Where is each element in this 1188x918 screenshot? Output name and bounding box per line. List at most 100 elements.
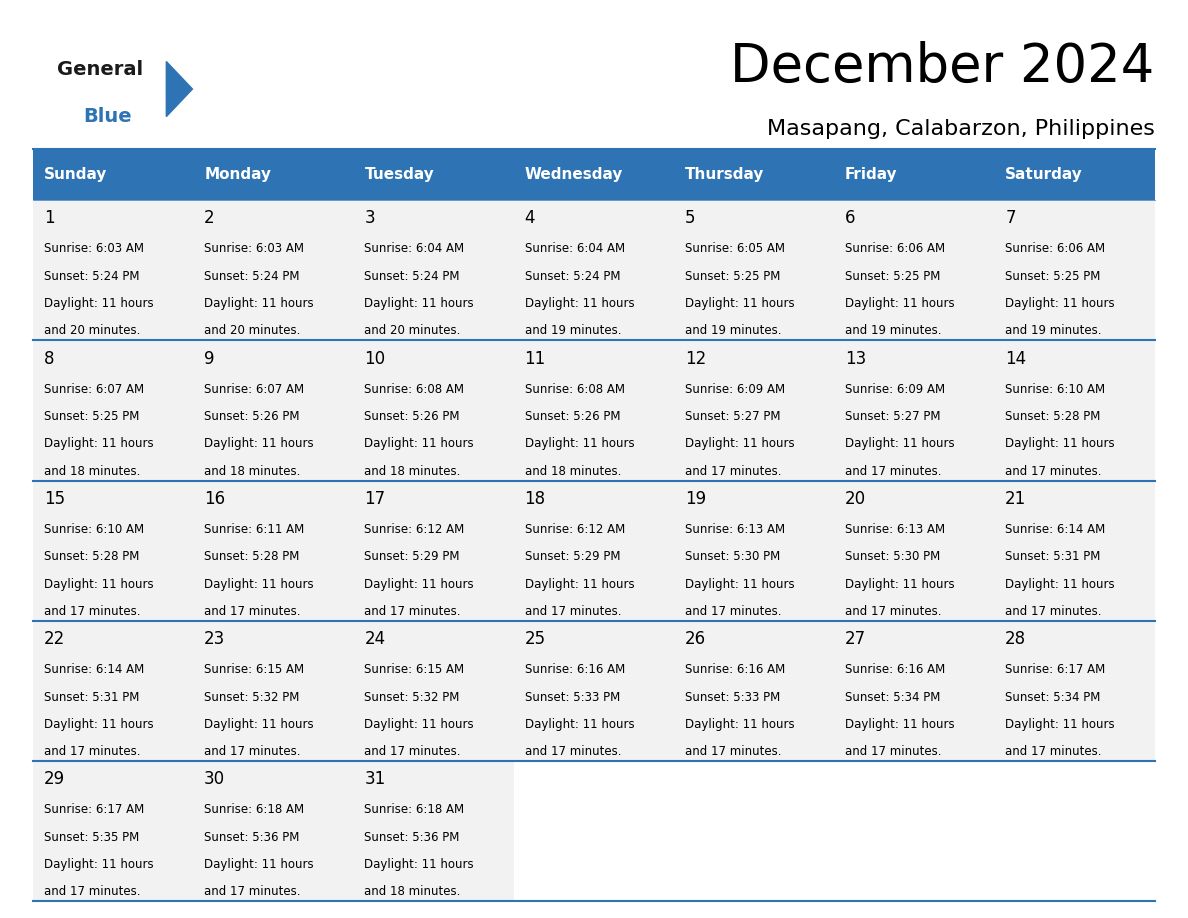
Text: and 17 minutes.: and 17 minutes.	[44, 886, 140, 899]
Text: 25: 25	[525, 630, 545, 648]
Text: Daylight: 11 hours: Daylight: 11 hours	[525, 718, 634, 731]
Text: Sunrise: 6:14 AM: Sunrise: 6:14 AM	[44, 663, 144, 677]
Text: 6: 6	[845, 209, 855, 228]
Text: Thursday: Thursday	[684, 167, 764, 182]
Text: Sunrise: 6:17 AM: Sunrise: 6:17 AM	[1005, 663, 1106, 677]
Text: Sunset: 5:29 PM: Sunset: 5:29 PM	[525, 550, 620, 564]
Text: Sunrise: 6:14 AM: Sunrise: 6:14 AM	[1005, 523, 1106, 536]
Bar	[834, 621, 994, 761]
Text: Daylight: 11 hours: Daylight: 11 hours	[684, 437, 795, 451]
Text: Sunset: 5:25 PM: Sunset: 5:25 PM	[845, 270, 941, 283]
Text: 23: 23	[204, 630, 226, 648]
Text: 22: 22	[44, 630, 65, 648]
Text: 18: 18	[525, 490, 545, 508]
Text: Tuesday: Tuesday	[365, 167, 434, 182]
Text: Sunset: 5:24 PM: Sunset: 5:24 PM	[44, 270, 139, 283]
Text: Daylight: 11 hours: Daylight: 11 hours	[845, 437, 955, 451]
Text: and 20 minutes.: and 20 minutes.	[204, 324, 301, 338]
Text: Sunset: 5:26 PM: Sunset: 5:26 PM	[204, 410, 299, 423]
Text: Sunset: 5:24 PM: Sunset: 5:24 PM	[365, 270, 460, 283]
Text: 31: 31	[365, 770, 386, 789]
Text: and 17 minutes.: and 17 minutes.	[204, 745, 301, 758]
Text: Sunset: 5:25 PM: Sunset: 5:25 PM	[1005, 270, 1100, 283]
Text: Sunrise: 6:03 AM: Sunrise: 6:03 AM	[204, 242, 304, 255]
Text: Daylight: 11 hours: Daylight: 11 hours	[845, 718, 955, 731]
Text: 5: 5	[684, 209, 695, 228]
Text: 14: 14	[1005, 350, 1026, 367]
Text: Sunset: 5:36 PM: Sunset: 5:36 PM	[204, 831, 299, 844]
Bar	[514, 149, 674, 200]
Text: Daylight: 11 hours: Daylight: 11 hours	[44, 577, 153, 590]
Bar	[994, 621, 1155, 761]
Bar	[994, 149, 1155, 200]
Text: Sunset: 5:32 PM: Sunset: 5:32 PM	[204, 690, 299, 703]
Text: Daylight: 11 hours: Daylight: 11 hours	[44, 297, 153, 310]
Bar	[674, 761, 834, 901]
Text: Sunrise: 6:11 AM: Sunrise: 6:11 AM	[204, 523, 304, 536]
Text: 26: 26	[684, 630, 706, 648]
Text: December 2024: December 2024	[731, 41, 1155, 94]
Text: Daylight: 11 hours: Daylight: 11 hours	[204, 718, 314, 731]
Text: Daylight: 11 hours: Daylight: 11 hours	[44, 858, 153, 871]
Bar	[194, 761, 354, 901]
Text: Sunrise: 6:09 AM: Sunrise: 6:09 AM	[845, 383, 946, 396]
Text: and 17 minutes.: and 17 minutes.	[684, 605, 782, 618]
Text: Sunrise: 6:10 AM: Sunrise: 6:10 AM	[1005, 383, 1105, 396]
Text: Monday: Monday	[204, 167, 271, 182]
Text: Daylight: 11 hours: Daylight: 11 hours	[1005, 718, 1114, 731]
Text: Sunday: Sunday	[44, 167, 107, 182]
Text: Daylight: 11 hours: Daylight: 11 hours	[365, 858, 474, 871]
Bar	[194, 341, 354, 481]
Text: Sunset: 5:27 PM: Sunset: 5:27 PM	[845, 410, 941, 423]
Bar	[674, 341, 834, 481]
Text: Sunset: 5:34 PM: Sunset: 5:34 PM	[845, 690, 941, 703]
Text: Daylight: 11 hours: Daylight: 11 hours	[525, 297, 634, 310]
Bar	[834, 341, 994, 481]
Text: Sunrise: 6:12 AM: Sunrise: 6:12 AM	[525, 523, 625, 536]
Text: 9: 9	[204, 350, 215, 367]
Text: and 18 minutes.: and 18 minutes.	[365, 886, 461, 899]
Text: Daylight: 11 hours: Daylight: 11 hours	[845, 297, 955, 310]
Bar	[33, 149, 194, 200]
Bar	[194, 200, 354, 341]
Bar	[194, 621, 354, 761]
Text: 20: 20	[845, 490, 866, 508]
Text: Sunset: 5:31 PM: Sunset: 5:31 PM	[1005, 550, 1100, 564]
Text: Wednesday: Wednesday	[525, 167, 623, 182]
Text: 8: 8	[44, 350, 55, 367]
Text: Daylight: 11 hours: Daylight: 11 hours	[845, 577, 955, 590]
Text: Daylight: 11 hours: Daylight: 11 hours	[684, 297, 795, 310]
Text: and 17 minutes.: and 17 minutes.	[204, 605, 301, 618]
Text: Sunrise: 6:18 AM: Sunrise: 6:18 AM	[204, 803, 304, 816]
Bar	[514, 341, 674, 481]
Text: and 17 minutes.: and 17 minutes.	[365, 605, 461, 618]
Text: Sunset: 5:30 PM: Sunset: 5:30 PM	[845, 550, 940, 564]
Text: 16: 16	[204, 490, 226, 508]
Text: Daylight: 11 hours: Daylight: 11 hours	[1005, 297, 1114, 310]
Bar	[33, 761, 194, 901]
Text: and 17 minutes.: and 17 minutes.	[684, 465, 782, 477]
Bar	[354, 621, 514, 761]
Text: and 20 minutes.: and 20 minutes.	[365, 324, 461, 338]
Text: Sunrise: 6:16 AM: Sunrise: 6:16 AM	[845, 663, 946, 677]
Text: Sunset: 5:28 PM: Sunset: 5:28 PM	[204, 550, 299, 564]
Text: 19: 19	[684, 490, 706, 508]
Bar	[514, 200, 674, 341]
Text: 11: 11	[525, 350, 545, 367]
Bar	[514, 621, 674, 761]
Text: and 17 minutes.: and 17 minutes.	[525, 745, 621, 758]
Text: Sunset: 5:27 PM: Sunset: 5:27 PM	[684, 410, 781, 423]
Text: Daylight: 11 hours: Daylight: 11 hours	[365, 718, 474, 731]
Text: Sunrise: 6:13 AM: Sunrise: 6:13 AM	[684, 523, 785, 536]
Bar	[994, 341, 1155, 481]
Text: and 17 minutes.: and 17 minutes.	[44, 745, 140, 758]
Text: Sunset: 5:25 PM: Sunset: 5:25 PM	[684, 270, 781, 283]
Text: Sunrise: 6:07 AM: Sunrise: 6:07 AM	[44, 383, 144, 396]
Text: 3: 3	[365, 209, 375, 228]
Text: and 19 minutes.: and 19 minutes.	[684, 324, 782, 338]
Text: Daylight: 11 hours: Daylight: 11 hours	[525, 437, 634, 451]
Bar	[674, 200, 834, 341]
Bar	[354, 341, 514, 481]
Text: Sunset: 5:36 PM: Sunset: 5:36 PM	[365, 831, 460, 844]
Text: 28: 28	[1005, 630, 1026, 648]
